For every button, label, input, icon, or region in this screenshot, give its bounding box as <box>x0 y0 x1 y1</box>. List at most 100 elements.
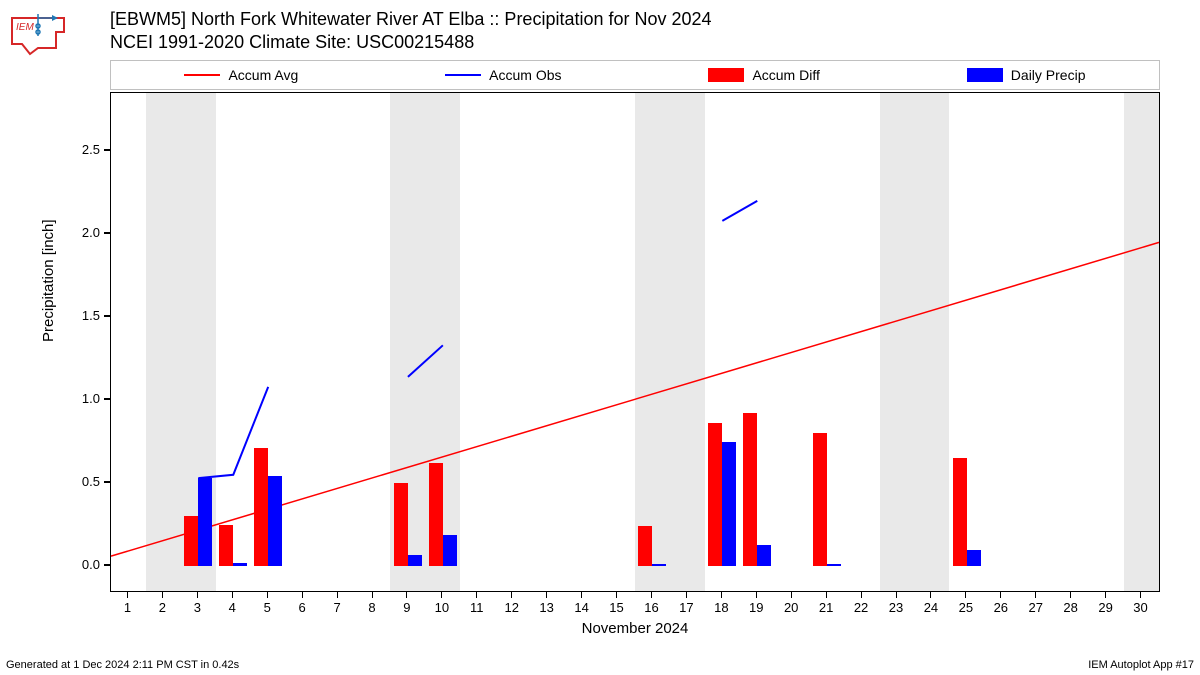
tick-mark <box>896 592 897 598</box>
chart-title: [EBWM5] North Fork Whitewater River AT E… <box>110 8 712 53</box>
bar <box>268 476 282 566</box>
y-tick-label: 0.0 <box>60 557 104 572</box>
bar <box>198 478 212 566</box>
x-tick-label: 4 <box>229 600 236 615</box>
tick-mark <box>337 592 338 598</box>
x-tick: 6 <box>292 592 312 615</box>
plot-area <box>110 92 1160 592</box>
x-tick: 17 <box>676 592 696 615</box>
x-tick-label: 9 <box>403 600 410 615</box>
legend-line-swatch <box>184 74 220 76</box>
x-tick-label: 1 <box>124 600 131 615</box>
x-tick-label: 23 <box>889 600 903 615</box>
x-tick: 30 <box>1131 592 1151 615</box>
iem-logo: IEM <box>8 8 68 56</box>
legend-label: Accum Diff <box>752 67 819 83</box>
bar <box>652 564 666 566</box>
x-tick-label: 24 <box>924 600 938 615</box>
y-tick: 2.0 <box>60 225 110 240</box>
tick-mark <box>406 592 407 598</box>
x-tick: 15 <box>607 592 627 615</box>
x-tick: 23 <box>886 592 906 615</box>
x-tick: 13 <box>537 592 557 615</box>
x-tick-label: 30 <box>1133 600 1147 615</box>
x-tick-label: 21 <box>819 600 833 615</box>
x-tick: 21 <box>816 592 836 615</box>
y-tick-label: 0.5 <box>60 474 104 489</box>
bar <box>254 448 268 566</box>
x-tick: 9 <box>397 592 417 615</box>
tick-mark <box>1035 592 1036 598</box>
bar <box>219 525 233 567</box>
legend-label: Accum Avg <box>228 67 298 83</box>
x-tick-label: 20 <box>784 600 798 615</box>
x-tick-label: 5 <box>264 600 271 615</box>
x-tick-label: 2 <box>159 600 166 615</box>
x-tick-label: 11 <box>470 600 484 615</box>
tick-mark <box>1000 592 1001 598</box>
tick-mark <box>162 592 163 598</box>
tick-mark <box>791 592 792 598</box>
x-tick: 7 <box>327 592 347 615</box>
bar <box>967 550 981 567</box>
x-tick: 1 <box>117 592 137 615</box>
y-tick: 0.0 <box>60 557 110 572</box>
x-axis-label: November 2024 <box>110 620 1160 637</box>
y-tick-mark <box>104 150 110 151</box>
legend-item: Accum Obs <box>445 67 561 83</box>
title-line-2: NCEI 1991-2020 Climate Site: USC00215488 <box>110 31 712 54</box>
legend-rect-swatch <box>708 68 744 82</box>
x-tick-label: 3 <box>194 600 201 615</box>
x-tick: 20 <box>781 592 801 615</box>
bar <box>757 545 771 567</box>
bar <box>722 442 736 567</box>
x-tick: 2 <box>152 592 172 615</box>
bar <box>953 458 967 566</box>
tick-mark <box>756 592 757 598</box>
bar <box>429 463 443 566</box>
y-tick-label: 1.5 <box>60 308 104 323</box>
x-tick: 12 <box>502 592 522 615</box>
x-tick-label: 27 <box>1028 600 1042 615</box>
title-line-1: [EBWM5] North Fork Whitewater River AT E… <box>110 8 712 31</box>
x-tick-label: 16 <box>644 600 658 615</box>
y-tick-mark <box>104 482 110 483</box>
y-tick-mark <box>104 316 110 317</box>
x-tick-label: 18 <box>714 600 728 615</box>
tick-mark <box>302 592 303 598</box>
svg-text:IEM: IEM <box>16 22 34 33</box>
y-tick-label: 1.0 <box>60 391 104 406</box>
x-tick: 29 <box>1096 592 1116 615</box>
x-tick: 18 <box>711 592 731 615</box>
x-tick-label: 25 <box>959 600 973 615</box>
x-tick-label: 19 <box>749 600 763 615</box>
x-tick: 11 <box>467 592 487 615</box>
tick-mark <box>476 592 477 598</box>
bar <box>408 555 422 567</box>
tick-mark <box>1070 592 1071 598</box>
x-tick-label: 10 <box>435 600 449 615</box>
x-tick-label: 8 <box>368 600 375 615</box>
tick-mark <box>651 592 652 598</box>
footer-right: IEM Autoplot App #17 <box>1088 659 1194 671</box>
x-tick: 27 <box>1026 592 1046 615</box>
x-tick-label: 22 <box>854 600 868 615</box>
x-tick-label: 14 <box>574 600 588 615</box>
x-tick: 16 <box>641 592 661 615</box>
tick-mark <box>1105 592 1106 598</box>
x-tick: 8 <box>362 592 382 615</box>
x-tick: 28 <box>1061 592 1081 615</box>
bar <box>813 433 827 566</box>
x-tick-label: 17 <box>679 600 693 615</box>
tick-mark <box>197 592 198 598</box>
y-tick-label: 2.0 <box>60 225 104 240</box>
tick-mark <box>861 592 862 598</box>
tick-mark <box>546 592 547 598</box>
bar <box>184 516 198 566</box>
tick-mark <box>441 592 442 598</box>
tick-mark <box>616 592 617 598</box>
x-tick: 5 <box>257 592 277 615</box>
tick-mark <box>930 592 931 598</box>
y-axis-label: Precipitation [inch] <box>40 219 57 342</box>
x-tick: 25 <box>956 592 976 615</box>
